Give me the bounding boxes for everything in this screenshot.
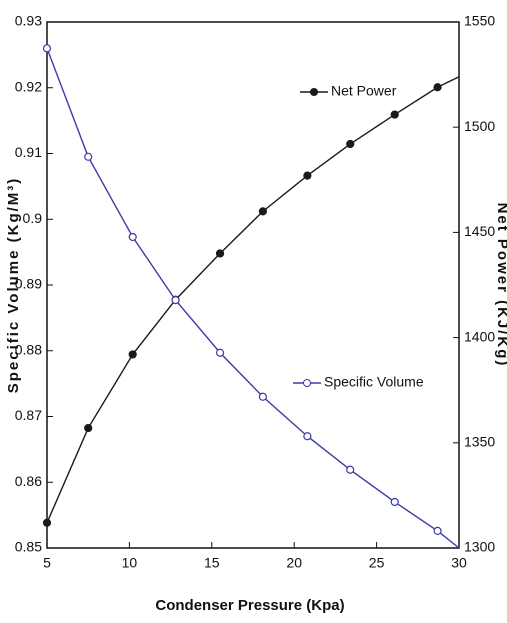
plot-frame <box>46 21 460 549</box>
y-tick-label: 0.86 <box>15 473 42 489</box>
data-point <box>42 518 52 527</box>
data-point <box>128 350 137 359</box>
data-point <box>346 465 355 474</box>
data-point <box>215 249 225 258</box>
y2-tick-label: 1350 <box>464 434 495 450</box>
x-axis-title: Condenser Pressure (Kpa) <box>155 597 344 614</box>
x-tick-label: 10 <box>122 555 138 571</box>
data-point <box>171 296 180 305</box>
data-point <box>346 139 355 149</box>
legend-marker <box>310 88 318 96</box>
legend-marker <box>303 379 311 387</box>
x-tick-label: 20 <box>286 555 302 571</box>
data-point <box>258 392 267 401</box>
data-point <box>433 526 442 536</box>
data-point <box>303 171 312 180</box>
y-tick-label: 0.92 <box>15 78 42 94</box>
y-tick-label: 0.93 <box>15 13 42 29</box>
y2-tick-label: 1550 <box>464 13 495 29</box>
data-point <box>390 110 399 119</box>
data-point <box>215 348 225 357</box>
y2-axis-title: Net Power (KJ/Kg) <box>494 203 507 368</box>
data-point <box>84 152 93 161</box>
y-tick-label: 0.88 <box>15 341 42 357</box>
legend-label: Specific Volume <box>324 374 424 390</box>
data-point <box>84 423 93 433</box>
y-tick-label: 0.9 <box>23 210 43 226</box>
y-axis-title: Specific Volume (Kg/M³) <box>5 177 22 394</box>
data-point <box>303 432 312 441</box>
data-point <box>42 44 52 53</box>
data-point <box>433 83 442 92</box>
y-tick-label: 0.85 <box>15 539 42 555</box>
y-tick-label: 0.87 <box>15 407 42 423</box>
y-tick-label: 0.89 <box>15 276 42 292</box>
x-tick-label: 25 <box>369 555 385 571</box>
data-point <box>128 232 137 242</box>
y2-tick-label: 1500 <box>464 118 495 134</box>
y2-tick-label: 1400 <box>464 328 495 344</box>
legend-label: Net Power <box>331 83 397 99</box>
y-tick-label: 0.91 <box>15 144 42 160</box>
data-point <box>390 497 399 507</box>
x-tick-label: 30 <box>451 555 467 571</box>
data-point <box>258 207 267 216</box>
series-line <box>46 48 460 549</box>
y2-tick-label: 1300 <box>464 539 495 555</box>
y2-tick-label: 1450 <box>464 223 495 239</box>
x-tick-label: 5 <box>43 555 51 571</box>
x-tick-label: 15 <box>204 555 220 571</box>
series-line <box>46 76 460 524</box>
